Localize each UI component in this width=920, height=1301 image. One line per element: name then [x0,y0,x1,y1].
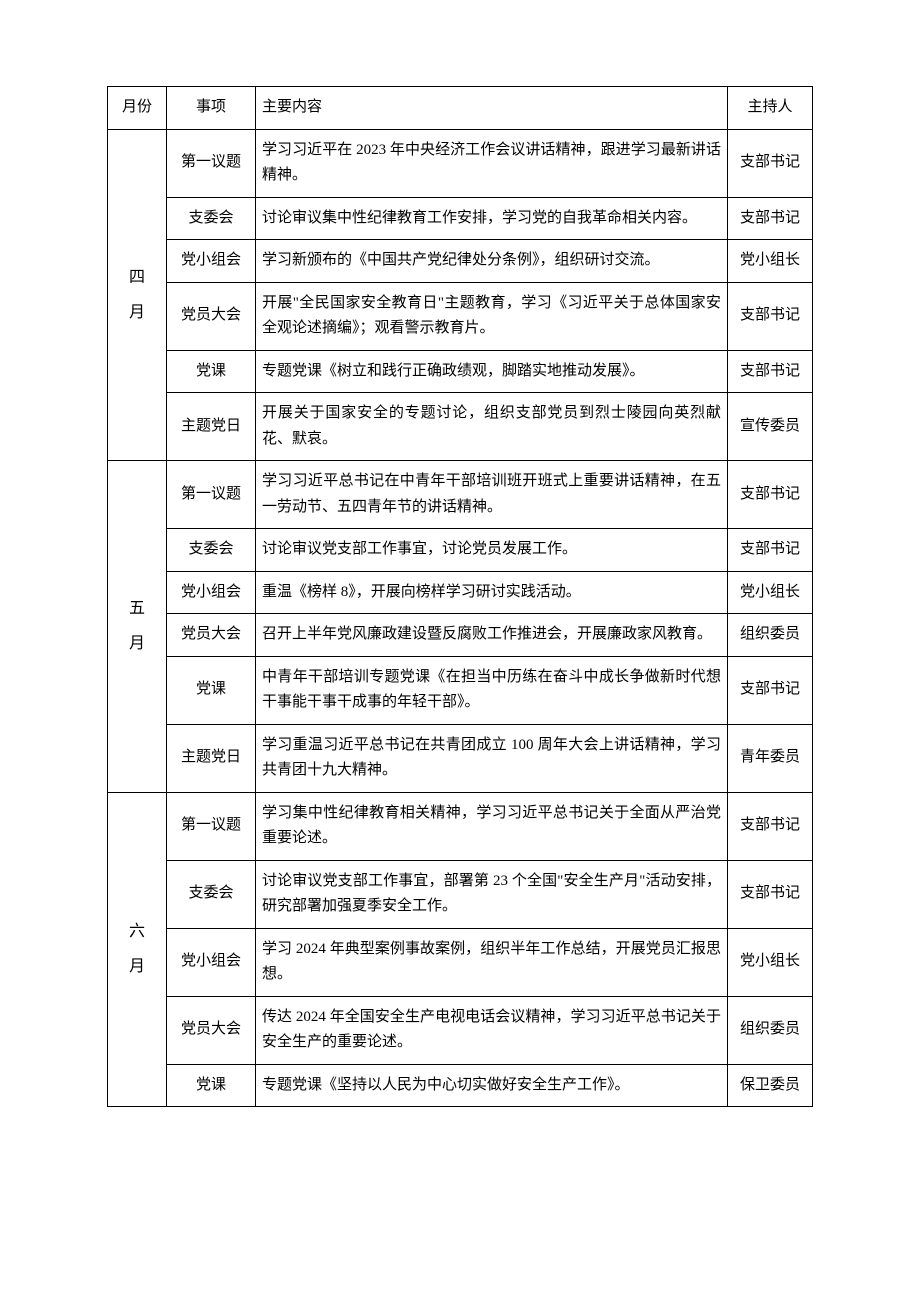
table-row: 党小组会 学习新颁布的《中国共产党纪律处分条例》，组织研讨交流。 党小组长 [108,240,813,283]
content-cell: 学习重温习近平总书记在共青团成立 100 周年大会上讲话精神，学习共青团十九大精… [256,724,728,792]
table-row: 党小组会 重温《榜样 8》，开展向榜样学习研讨实践活动。 党小组长 [108,571,813,614]
table-row: 党课 中青年干部培训专题党课《在担当中历练在奋斗中成长争做新时代想干事能干事干成… [108,656,813,724]
table-body: 四月 第一议题 学习习近平在 2023 年中央经济工作会议讲话精神，跟进学习最新… [108,129,813,1107]
host-cell: 党小组长 [728,240,813,283]
content-cell: 学习 2024 年典型案例事故案例，组织半年工作总结，开展党员汇报思想。 [256,928,728,996]
host-cell: 支部书记 [728,529,813,572]
header-item: 事项 [167,87,256,130]
host-cell: 组织委员 [728,996,813,1064]
host-cell: 支部书记 [728,656,813,724]
item-cell: 第一议题 [167,792,256,860]
month-cell: 五月 [108,461,167,793]
header-month: 月份 [108,87,167,130]
table-row: 党课 专题党课《树立和践行正确政绩观，脚踏实地推动发展》。 支部书记 [108,350,813,393]
host-cell: 支部书记 [728,350,813,393]
item-cell: 党课 [167,1064,256,1107]
content-cell: 讨论审议集中性纪律教育工作安排，学习党的自我革命相关内容。 [256,197,728,240]
content-cell: 学习习近平总书记在中青年干部培训班开班式上重要讲话精神，在五一劳动节、五四青年节… [256,461,728,529]
month-cell: 四月 [108,129,167,461]
table-row: 支委会 讨论审议党支部工作事宜，部署第 23 个全国"安全生产月"活动安排，研究… [108,860,813,928]
host-cell: 组织委员 [728,614,813,657]
table-row: 主题党日 开展关于国家安全的专题讨论，组织支部党员到烈士陵园向英烈献花、默哀。 … [108,393,813,461]
item-cell: 支委会 [167,860,256,928]
item-cell: 第一议题 [167,461,256,529]
table-row: 党课 专题党课《坚持以人民为中心切实做好安全生产工作》。 保卫委员 [108,1064,813,1107]
content-cell: 专题党课《树立和践行正确政绩观，脚踏实地推动发展》。 [256,350,728,393]
table-header-row: 月份 事项 主要内容 主持人 [108,87,813,130]
table-row: 支委会 讨论审议集中性纪律教育工作安排，学习党的自我革命相关内容。 支部书记 [108,197,813,240]
content-cell: 专题党课《坚持以人民为中心切实做好安全生产工作》。 [256,1064,728,1107]
item-cell: 党课 [167,656,256,724]
item-cell: 党员大会 [167,614,256,657]
content-cell: 开展"全民国家安全教育日"主题教育，学习《习近平关于总体国家安全观论述摘编》；观… [256,282,728,350]
host-cell: 保卫委员 [728,1064,813,1107]
host-cell: 支部书记 [728,860,813,928]
item-cell: 党小组会 [167,928,256,996]
host-cell: 支部书记 [728,129,813,197]
content-cell: 学习新颁布的《中国共产党纪律处分条例》，组织研讨交流。 [256,240,728,283]
content-cell: 学习集中性纪律教育相关精神，学习习近平总书记关于全面从严治党重要论述。 [256,792,728,860]
item-cell: 主题党日 [167,724,256,792]
host-cell: 宣传委员 [728,393,813,461]
table-row: 党员大会 传达 2024 年全国安全生产电视电话会议精神，学习习近平总书记关于安… [108,996,813,1064]
host-cell: 支部书记 [728,792,813,860]
content-cell: 重温《榜样 8》，开展向榜样学习研讨实践活动。 [256,571,728,614]
content-cell: 讨论审议党支部工作事宜，部署第 23 个全国"安全生产月"活动安排，研究部署加强… [256,860,728,928]
host-cell: 党小组长 [728,928,813,996]
table-row: 党员大会 开展"全民国家安全教育日"主题教育，学习《习近平关于总体国家安全观论述… [108,282,813,350]
table-row: 党小组会 学习 2024 年典型案例事故案例，组织半年工作总结，开展党员汇报思想… [108,928,813,996]
content-cell: 召开上半年党风廉政建设暨反腐败工作推进会，开展廉政家风教育。 [256,614,728,657]
header-content: 主要内容 [256,87,728,130]
content-cell: 讨论审议党支部工作事宜，讨论党员发展工作。 [256,529,728,572]
table-row: 四月 第一议题 学习习近平在 2023 年中央经济工作会议讲话精神，跟进学习最新… [108,129,813,197]
table-row: 支委会 讨论审议党支部工作事宜，讨论党员发展工作。 支部书记 [108,529,813,572]
item-cell: 党小组会 [167,571,256,614]
table-row: 五月 第一议题 学习习近平总书记在中青年干部培训班开班式上重要讲话精神，在五一劳… [108,461,813,529]
table-row: 党员大会 召开上半年党风廉政建设暨反腐败工作推进会，开展廉政家风教育。 组织委员 [108,614,813,657]
month-cell: 六月 [108,792,167,1107]
host-cell: 党小组长 [728,571,813,614]
content-cell: 中青年干部培训专题党课《在担当中历练在奋斗中成长争做新时代想干事能干事干成事的年… [256,656,728,724]
content-cell: 传达 2024 年全国安全生产电视电话会议精神，学习习近平总书记关于安全生产的重… [256,996,728,1064]
table-row: 主题党日 学习重温习近平总书记在共青团成立 100 周年大会上讲话精神，学习共青… [108,724,813,792]
item-cell: 党员大会 [167,282,256,350]
table-row: 六月 第一议题 学习集中性纪律教育相关精神，学习习近平总书记关于全面从严治党重要… [108,792,813,860]
item-cell: 党课 [167,350,256,393]
host-cell: 支部书记 [728,461,813,529]
host-cell: 支部书记 [728,282,813,350]
item-cell: 主题党日 [167,393,256,461]
content-cell: 学习习近平在 2023 年中央经济工作会议讲话精神，跟进学习最新讲话精神。 [256,129,728,197]
content-cell: 开展关于国家安全的专题讨论，组织支部党员到烈士陵园向英烈献花、默哀。 [256,393,728,461]
host-cell: 青年委员 [728,724,813,792]
host-cell: 支部书记 [728,197,813,240]
item-cell: 支委会 [167,529,256,572]
header-host: 主持人 [728,87,813,130]
item-cell: 第一议题 [167,129,256,197]
item-cell: 党小组会 [167,240,256,283]
item-cell: 党员大会 [167,996,256,1064]
item-cell: 支委会 [167,197,256,240]
schedule-table: 月份 事项 主要内容 主持人 四月 第一议题 学习习近平在 2023 年中央经济… [107,86,813,1107]
